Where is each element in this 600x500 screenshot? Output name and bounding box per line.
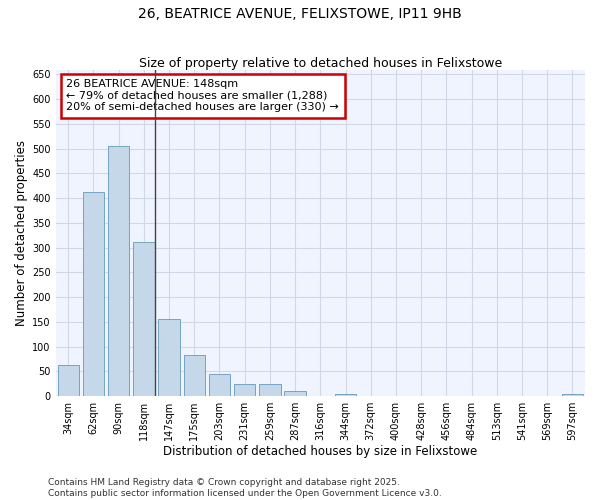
X-axis label: Distribution of detached houses by size in Felixstowe: Distribution of detached houses by size …: [163, 444, 478, 458]
Bar: [335, 394, 356, 396]
Bar: [83, 192, 104, 396]
Text: 26, BEATRICE AVENUE, FELIXSTOWE, IP11 9HB: 26, BEATRICE AVENUE, FELIXSTOWE, IP11 9H…: [138, 8, 462, 22]
Bar: [234, 384, 256, 396]
Bar: [108, 146, 130, 396]
Bar: [562, 394, 583, 396]
Y-axis label: Number of detached properties: Number of detached properties: [15, 140, 28, 326]
Title: Size of property relative to detached houses in Felixstowe: Size of property relative to detached ho…: [139, 56, 502, 70]
Bar: [284, 391, 306, 396]
Bar: [58, 366, 79, 396]
Bar: [259, 384, 281, 396]
Bar: [184, 355, 205, 396]
Bar: [158, 320, 180, 396]
Text: 26 BEATRICE AVENUE: 148sqm
← 79% of detached houses are smaller (1,288)
20% of s: 26 BEATRICE AVENUE: 148sqm ← 79% of deta…: [66, 80, 339, 112]
Bar: [133, 242, 155, 396]
Text: Contains HM Land Registry data © Crown copyright and database right 2025.
Contai: Contains HM Land Registry data © Crown c…: [48, 478, 442, 498]
Bar: [209, 374, 230, 396]
